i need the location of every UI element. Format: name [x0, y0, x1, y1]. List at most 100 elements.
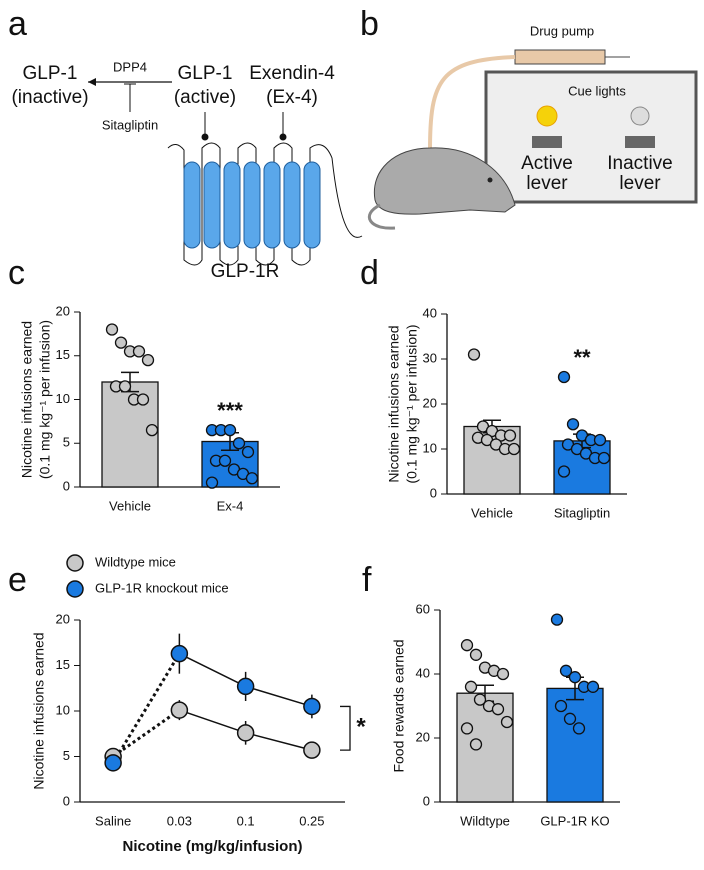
dot	[279, 133, 287, 141]
label: (active)	[174, 87, 236, 108]
panel-label: a	[8, 5, 27, 43]
y-tick-label: 15	[56, 657, 70, 672]
panel-label: d	[360, 254, 379, 292]
y-tick-label: 10	[56, 702, 70, 717]
y-tick-label: 20	[56, 611, 70, 626]
data-point	[145, 423, 159, 437]
data-point	[245, 472, 259, 485]
light-on	[536, 105, 558, 127]
x-tick-label: 0.1	[237, 813, 255, 828]
data-point	[132, 345, 146, 358]
y-axis-label: (0.1 mg kg⁻¹ per infusion)	[37, 320, 53, 479]
bracket	[340, 705, 351, 751]
label: Drug pump	[530, 23, 594, 38]
data-point	[205, 476, 219, 489]
data-point	[460, 722, 474, 735]
x-tick-label: Vehicle	[471, 505, 513, 520]
data-point	[563, 712, 577, 725]
helices	[183, 161, 321, 249]
data-point	[586, 680, 600, 693]
y-tick-label: 60	[416, 601, 430, 616]
y-tick-label: 5	[63, 435, 70, 450]
label: Exendin-4	[249, 63, 335, 84]
tail	[367, 203, 396, 230]
y-tick-label: 5	[63, 748, 70, 763]
label: lever	[619, 173, 661, 194]
data-point	[118, 380, 132, 393]
data-point	[597, 451, 611, 465]
data-point	[550, 613, 564, 626]
x-tick-label: Saline	[95, 813, 131, 828]
lever	[625, 136, 655, 148]
panel-label: b	[360, 5, 379, 43]
x-tick-label: 0.25	[299, 813, 324, 828]
data-point	[464, 680, 478, 693]
panel-label: c	[8, 254, 25, 292]
data-point	[303, 697, 321, 716]
line-dotted	[111, 652, 181, 764]
data-point	[105, 323, 119, 336]
label: GLP-1R	[211, 261, 280, 282]
y-tick-label: 0	[430, 485, 437, 500]
y-tick-label: 0	[63, 478, 70, 493]
annotation: **	[573, 345, 591, 370]
x-tick-label: GLP-1R KO	[540, 813, 609, 828]
label: GLP-1	[23, 63, 78, 84]
panel-labels: a b c d e f	[8, 5, 379, 599]
chamber	[484, 70, 698, 204]
y-axis-label: Nicotine infusions earned	[31, 632, 47, 789]
y-tick-label: 30	[423, 350, 437, 365]
y-axis-label: Nicotine infusions earned	[386, 325, 402, 482]
x-tick-label: Wildtype	[460, 813, 510, 828]
legend-marker	[66, 554, 84, 572]
data-point	[232, 437, 246, 450]
data-point	[218, 454, 232, 467]
light-off	[630, 106, 650, 126]
data-point	[500, 715, 514, 729]
dot	[201, 133, 209, 141]
data-point	[507, 442, 521, 456]
y-tick-label: 15	[56, 347, 70, 362]
y-tick-label: 40	[416, 665, 430, 680]
annotation: *	[356, 714, 366, 741]
data-point	[496, 667, 510, 681]
x-tick-label: 0.03	[167, 813, 192, 828]
y-tick-label: 0	[423, 793, 430, 808]
data-point	[503, 429, 517, 442]
data-point	[469, 738, 483, 751]
y-tick-label: 0	[63, 793, 70, 808]
data-point	[469, 648, 483, 661]
data-point	[136, 393, 150, 406]
data-point	[460, 639, 474, 652]
y-tick-label: 10	[56, 391, 70, 406]
y-tick-label: 40	[423, 305, 437, 320]
label: (Ex-4)	[266, 87, 318, 108]
data-point	[141, 353, 155, 367]
diagram-b: Drug pump Cue lights Active lever Inacti…	[367, 23, 698, 230]
x-tick-label: Ex-4	[217, 498, 244, 513]
y-axis-label: (0.1 mg kg⁻¹ per infusion)	[404, 324, 420, 483]
data-point	[223, 423, 237, 437]
data-point	[170, 701, 189, 719]
data-point	[566, 418, 580, 431]
data-point	[593, 433, 607, 447]
legend-marker	[66, 580, 84, 598]
legend-label: Wildtype mice	[95, 554, 176, 569]
data-point	[170, 644, 189, 663]
label: Cue lights	[568, 83, 626, 98]
data-point	[236, 677, 255, 696]
tubing	[428, 55, 516, 151]
y-tick-label: 20	[416, 729, 430, 744]
line-dotted	[112, 708, 181, 758]
data-point	[572, 722, 586, 735]
lever	[532, 136, 562, 148]
panel-label: f	[362, 561, 372, 599]
data-point	[473, 693, 487, 706]
label: DPP4	[113, 59, 147, 74]
membrane-thread	[167, 142, 363, 266]
data-point	[554, 699, 568, 713]
data-point	[491, 703, 505, 716]
data-point	[114, 336, 128, 349]
y-tick-label: 20	[423, 395, 437, 410]
